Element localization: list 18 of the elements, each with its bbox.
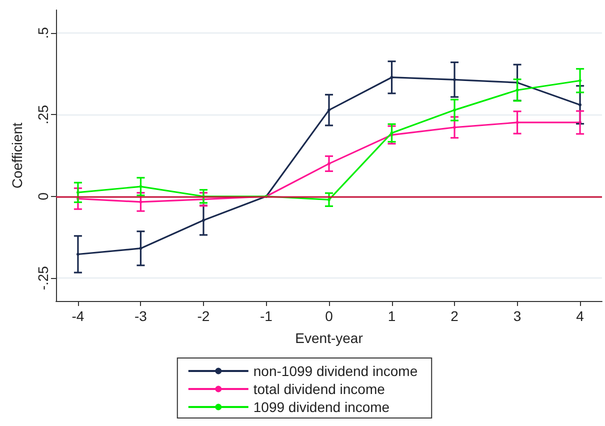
x-tick-label: -4	[72, 308, 84, 324]
x-tick-label: 4	[576, 308, 584, 324]
x-tick-label: -2	[197, 308, 210, 324]
y-tick-label: .5	[35, 26, 51, 39]
legend-label: 1099 dividend income	[253, 399, 390, 415]
legend-label: non-1099 dividend income	[253, 363, 418, 379]
y-tick-label: 0	[35, 192, 51, 200]
x-tick-label: 2	[450, 308, 459, 324]
legend-label: total dividend income	[253, 381, 386, 397]
x-axis-title: Event-year	[295, 330, 364, 346]
y-tick-label: -.25	[35, 266, 51, 290]
x-tick-label: -3	[134, 308, 148, 324]
y-axis-title: Coefficient	[9, 122, 25, 188]
y-tick-label: .25	[35, 104, 51, 124]
x-tick-label: 1	[388, 308, 396, 324]
x-tick-label: -1	[260, 308, 273, 324]
x-tick-label: 0	[325, 308, 334, 324]
x-tick-label: 3	[513, 308, 522, 324]
